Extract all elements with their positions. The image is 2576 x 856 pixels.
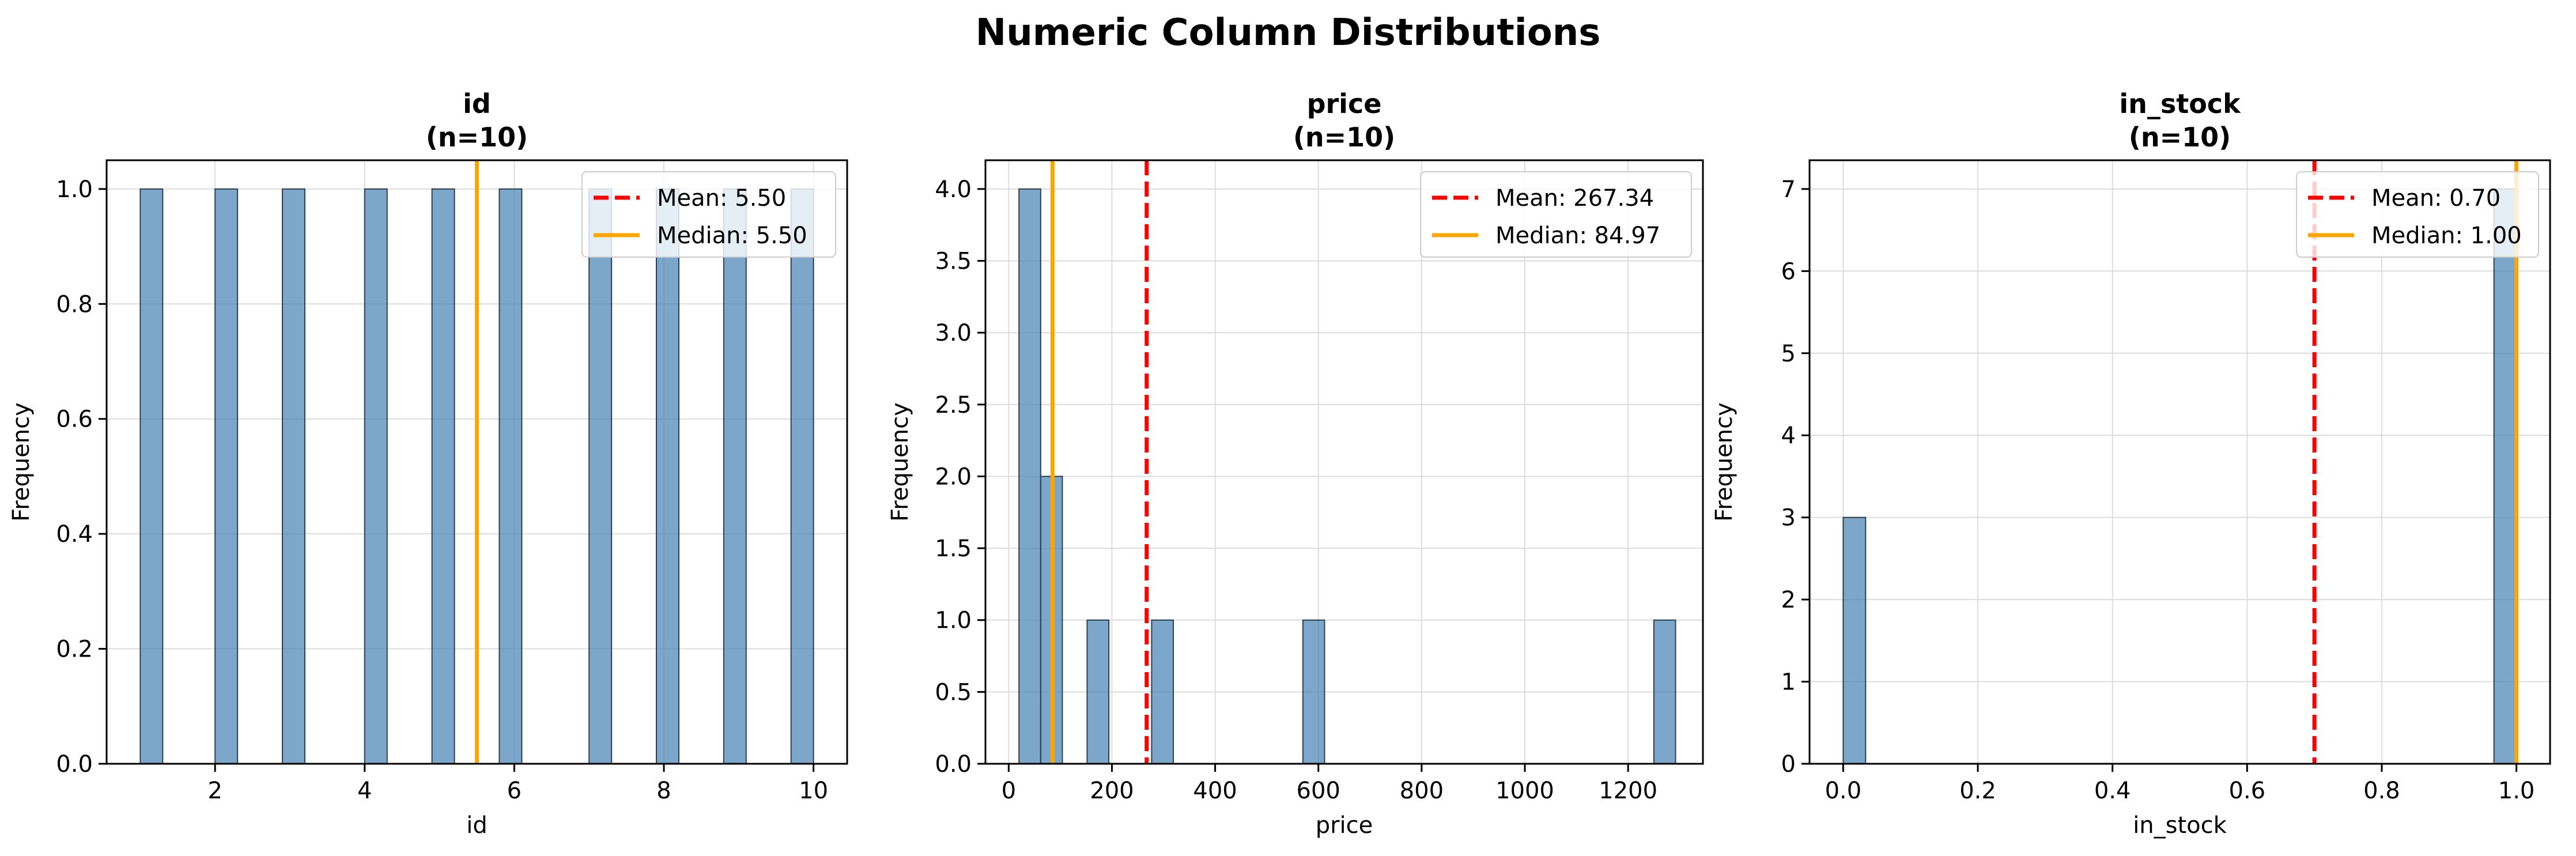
legend-box xyxy=(1420,171,1692,258)
y-axis-label: Frequency xyxy=(887,402,913,522)
histogram-bar xyxy=(364,188,388,765)
x-tick-label: 200 xyxy=(1090,778,1134,804)
legend-mean-label: Mean: 267.34 xyxy=(1495,185,1654,212)
y-axis-label: Frequency xyxy=(1711,402,1738,522)
histogram-bar xyxy=(282,188,305,765)
x-tick-label: 0.0 xyxy=(1825,778,1862,804)
panel-title: price (n=10) xyxy=(1293,88,1395,153)
panel-title: id (n=10) xyxy=(426,88,528,153)
axes-frame xyxy=(1808,159,2551,765)
histogram-bar xyxy=(1018,188,1041,765)
legend-box xyxy=(581,171,836,258)
y-tick-label: 0.8 xyxy=(56,291,93,318)
legend-box xyxy=(2296,171,2539,258)
axes-frame xyxy=(984,159,1704,765)
y-tick-label: 3 xyxy=(1781,505,1796,531)
x-tick-label: 10 xyxy=(799,778,828,804)
panel-title-line: id xyxy=(463,88,491,119)
y-tick-label: 2.0 xyxy=(935,463,972,490)
histogram-bar xyxy=(214,188,239,765)
panel-title: in_stock (n=10) xyxy=(2119,88,2241,153)
histogram-bar xyxy=(1653,619,1676,764)
x-tick-label: 0.8 xyxy=(2363,778,2400,804)
y-tick-label: 1.5 xyxy=(935,536,972,562)
x-tick-label: 800 xyxy=(1400,778,1444,804)
histogram-bar xyxy=(1151,619,1174,764)
y-tick-label: 1.0 xyxy=(935,608,972,634)
y-tick-label: 0 xyxy=(1781,751,1796,778)
legend-median-label: Median: 5.50 xyxy=(657,223,807,249)
panel-title-line: price xyxy=(1307,88,1382,119)
y-tick-label: 4 xyxy=(1781,423,1796,449)
histogram-bar xyxy=(1842,516,1867,764)
legend-mean-label: Mean: 5.50 xyxy=(657,185,786,212)
x-tick-label: 2 xyxy=(207,778,222,804)
x-tick-label: 0.6 xyxy=(2229,778,2266,804)
y-tick-label: 2 xyxy=(1781,587,1796,613)
chart-panel-3: 0.0 0.2 0.4 0.6 0.8 1.0 0 1 2 3 4 5 6 7 in_stock Freque… xyxy=(1711,88,2551,839)
x-tick-label: 1000 xyxy=(1495,778,1554,804)
y-tick-label: 0.2 xyxy=(56,636,93,663)
x-tick-label: 8 xyxy=(656,778,671,804)
panel-title-line: (n=10) xyxy=(1293,122,1395,153)
y-tick-label: 0.4 xyxy=(56,521,93,548)
x-tick-label: 1200 xyxy=(1599,778,1657,804)
chart-panel-2: 0 200 400 600 800 1000 1200 0.0 0.5 1.0 1.5 2.0 2.5 3… xyxy=(887,88,1704,839)
y-tick-label: 1.0 xyxy=(56,176,93,203)
x-tick-label: 0.2 xyxy=(1959,778,1996,804)
legend-mean-label: Mean: 0.70 xyxy=(2371,185,2501,212)
y-tick-label: 6 xyxy=(1781,258,1796,285)
histogram-bar xyxy=(790,188,814,765)
histogram-bar xyxy=(1086,619,1110,764)
panel-title-line: (n=10) xyxy=(426,122,528,153)
histogram-bar xyxy=(656,188,679,765)
axes-frame xyxy=(105,159,848,765)
legend: Mean: 5.50 Median: 5.50 xyxy=(581,171,836,258)
y-tick-label: 0.0 xyxy=(935,751,972,778)
y-axis-label: Frequency xyxy=(8,402,35,522)
legend: Mean: 0.70 Median: 1.00 xyxy=(2296,171,2539,258)
y-tick-label: 2.5 xyxy=(935,392,972,418)
histogram-bar xyxy=(498,188,523,765)
legend-median-label: Median: 84.97 xyxy=(1495,223,1660,249)
legend-median-label: Median: 1.00 xyxy=(2371,223,2522,249)
y-tick-label: 0.6 xyxy=(56,406,93,433)
histogram-bar xyxy=(723,188,747,765)
x-tick-label: 1.0 xyxy=(2498,778,2535,804)
x-tick-label: 0 xyxy=(1002,778,1016,804)
y-tick-label: 4.0 xyxy=(935,176,972,203)
y-tick-label: 1 xyxy=(1781,669,1796,696)
x-tick-label: 6 xyxy=(507,778,522,804)
y-tick-label: 3.5 xyxy=(935,248,972,275)
histogram-bar xyxy=(139,188,164,765)
x-axis-label: price xyxy=(1316,812,1373,839)
y-tick-label: 7 xyxy=(1781,176,1796,203)
x-tick-label: 600 xyxy=(1297,778,1340,804)
histogram-bar xyxy=(1302,619,1325,764)
x-axis-label: id xyxy=(466,812,488,839)
legend: Mean: 267.34 Median: 84.97 xyxy=(1420,171,1692,258)
x-tick-label: 0.4 xyxy=(2094,778,2131,804)
y-tick-label: 3.0 xyxy=(935,320,972,346)
y-tick-label: 5 xyxy=(1781,341,1796,367)
histogram-bar xyxy=(2493,188,2517,765)
x-tick-label: 400 xyxy=(1193,778,1237,804)
y-tick-label: 0.5 xyxy=(935,679,972,706)
panel-title-line: in_stock xyxy=(2119,88,2241,119)
figure-title: Numeric Column Distributions xyxy=(976,12,1601,54)
histogram-bar xyxy=(588,188,613,765)
y-tick-label: 0.0 xyxy=(56,751,93,778)
histogram-bar xyxy=(431,188,455,765)
panel-title-line: (n=10) xyxy=(2129,122,2231,153)
x-tick-label: 4 xyxy=(357,778,372,804)
x-axis-label: in_stock xyxy=(2133,812,2227,839)
